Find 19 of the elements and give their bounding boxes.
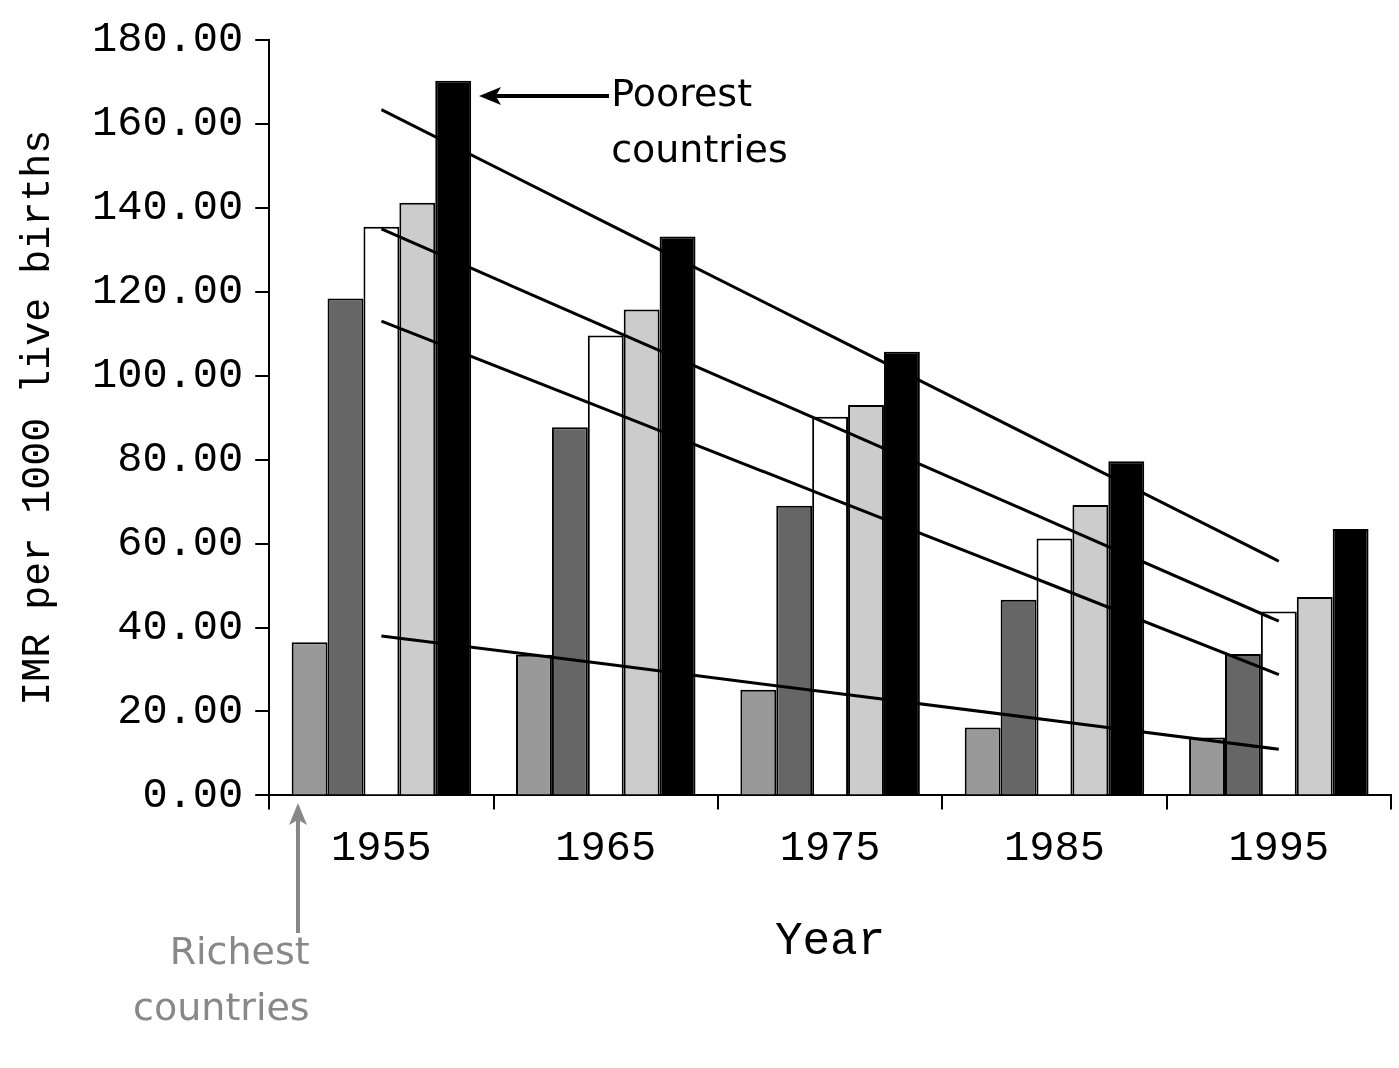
y-tick-label: 140.00 xyxy=(91,183,244,232)
text: Richest countries xyxy=(132,928,310,1032)
y-tick-label: 40.00 xyxy=(117,603,244,652)
annotation: Poorest countries xyxy=(611,69,789,173)
x-tick-label: 1955 xyxy=(330,824,432,873)
x-axis-title: Year xyxy=(774,915,886,968)
y-tick-label: 100.00 xyxy=(91,351,244,400)
x-tick-label: 1965 xyxy=(555,824,657,873)
y-tick-label: 0.00 xyxy=(142,771,244,820)
y-tick-label: 60.00 xyxy=(117,519,244,568)
y-tick-label: 80.00 xyxy=(117,435,244,484)
y-tick-label: 160.00 xyxy=(91,100,244,149)
x-tick-label: 1975 xyxy=(779,824,881,873)
x-tick-label: 1985 xyxy=(1004,824,1105,873)
y-tick-label: 120.00 xyxy=(91,267,244,316)
x-tick-label: 1995 xyxy=(1228,824,1330,873)
y-tick-label: 20.00 xyxy=(117,687,244,736)
y-tick-label: 180.00 xyxy=(91,16,244,65)
y-axis-title: IMR per 1000 live births xyxy=(15,129,61,706)
